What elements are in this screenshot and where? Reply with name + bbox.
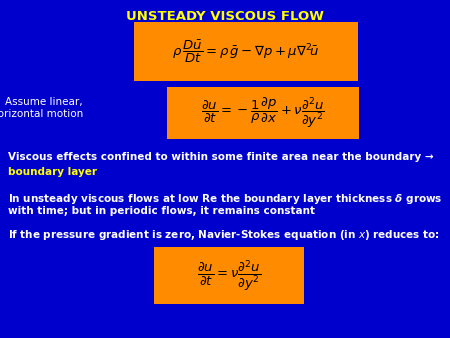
Text: In unsteady viscous flows at low $\mathbf{Re}$ the boundary layer thickness $\bo: In unsteady viscous flows at low $\mathb…: [8, 192, 442, 206]
Text: with time; but in periodic flows, it remains constant: with time; but in periodic flows, it rem…: [8, 206, 315, 216]
Text: If the pressure gradient is zero, Navier-Stokes equation (in $x$) reduces to:: If the pressure gradient is zero, Navier…: [8, 228, 440, 242]
Text: boundary layer: boundary layer: [8, 167, 97, 177]
Text: $\dfrac{\partial u}{\partial t} = -\dfrac{1}{\rho}\dfrac{\partial p}{\partial x}: $\dfrac{\partial u}{\partial t} = -\dfra…: [201, 96, 325, 130]
FancyBboxPatch shape: [167, 87, 359, 139]
Text: UNSTEADY VISCOUS FLOW: UNSTEADY VISCOUS FLOW: [126, 10, 324, 23]
FancyBboxPatch shape: [134, 22, 358, 81]
Text: $\rho\,\dfrac{D\bar{u}}{Dt} = \rho\,\bar{g} - \nabla p + \mu\nabla^2\!\bar{u}$: $\rho\,\dfrac{D\bar{u}}{Dt} = \rho\,\bar…: [172, 39, 320, 65]
Text: Viscous effects confined to within some finite area near the boundary →: Viscous effects confined to within some …: [8, 152, 434, 162]
FancyBboxPatch shape: [154, 247, 304, 304]
Text: Assume linear,
horizontal motion: Assume linear, horizontal motion: [0, 97, 83, 119]
Text: $\dfrac{\partial u}{\partial t} = \nu\dfrac{\partial^2 u}{\partial y^2}$: $\dfrac{\partial u}{\partial t} = \nu\df…: [197, 259, 261, 293]
